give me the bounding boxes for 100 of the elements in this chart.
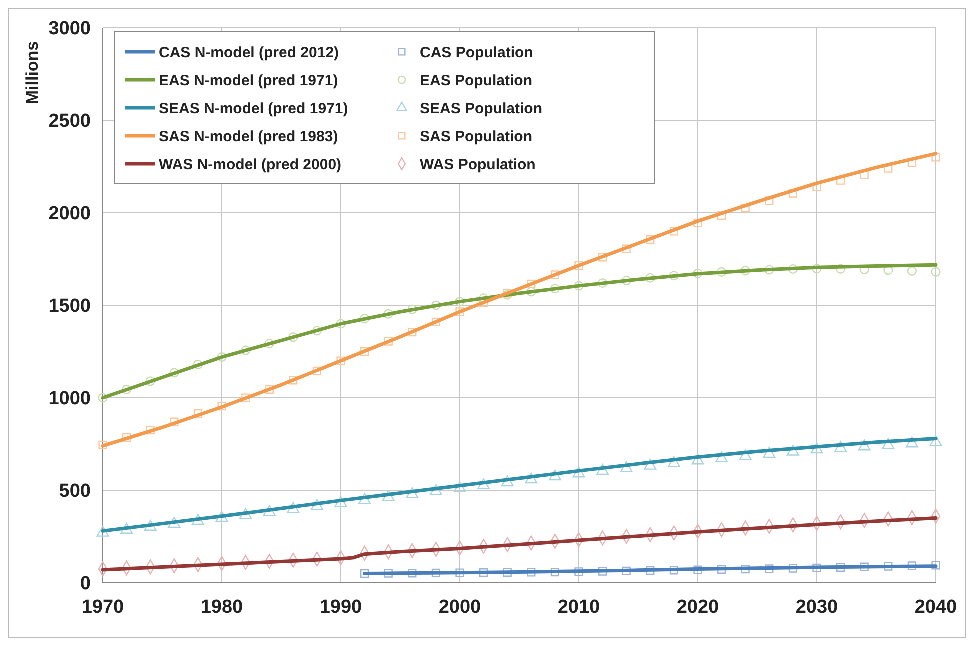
line-series xyxy=(101,263,938,400)
point xyxy=(408,328,417,337)
point xyxy=(146,426,155,435)
point xyxy=(550,568,560,577)
x-tick-label: 2040 xyxy=(914,597,958,618)
point xyxy=(432,568,441,578)
point xyxy=(454,482,466,493)
point xyxy=(336,356,346,366)
point xyxy=(98,393,108,403)
point xyxy=(360,347,370,356)
x-tick-label: 1970 xyxy=(82,597,124,618)
point xyxy=(788,264,798,274)
point xyxy=(455,297,465,307)
point xyxy=(527,568,536,577)
point xyxy=(574,281,584,291)
y-tick-label: 1500 xyxy=(48,296,91,318)
point xyxy=(218,402,226,411)
point xyxy=(360,569,370,578)
legend-label: SAS N-model (pred 1983) xyxy=(159,128,338,146)
point xyxy=(527,280,536,289)
point xyxy=(836,264,846,274)
legend-label: SEAS Population xyxy=(420,100,543,118)
point xyxy=(168,517,181,528)
point xyxy=(170,368,180,378)
point xyxy=(526,287,536,297)
point xyxy=(382,490,395,502)
point xyxy=(288,332,298,342)
point xyxy=(694,566,702,574)
point xyxy=(765,564,774,574)
point xyxy=(930,435,942,446)
point xyxy=(479,568,488,578)
point xyxy=(860,562,869,572)
point xyxy=(810,442,824,454)
point xyxy=(358,493,372,504)
point xyxy=(908,562,917,570)
point xyxy=(596,464,610,476)
y-axis-title: Millions xyxy=(23,41,42,105)
point xyxy=(692,454,704,465)
legend-label: EAS N-model (pred 1971) xyxy=(159,72,338,90)
x-tick-label: 2000 xyxy=(438,597,482,618)
point xyxy=(192,514,204,526)
point xyxy=(858,440,871,451)
legend-label: WAS Population xyxy=(420,156,536,174)
point xyxy=(334,496,348,508)
point xyxy=(572,466,586,478)
point xyxy=(263,505,276,516)
point xyxy=(646,236,655,244)
point xyxy=(432,318,441,326)
point xyxy=(384,569,393,578)
point xyxy=(598,253,608,262)
point xyxy=(289,376,298,385)
point xyxy=(574,568,584,576)
point xyxy=(241,394,250,402)
point xyxy=(384,337,393,346)
point xyxy=(622,244,631,254)
point xyxy=(456,568,464,578)
point xyxy=(241,346,251,356)
y-tick-label: 1000 xyxy=(48,388,91,410)
x-tick-label: 2010 xyxy=(558,597,600,618)
point xyxy=(310,499,324,510)
point xyxy=(360,314,370,324)
point xyxy=(120,522,134,534)
point xyxy=(906,436,918,448)
legend-label: CAS N-model (pred 2012) xyxy=(159,44,340,62)
point xyxy=(834,441,848,452)
point xyxy=(287,502,300,514)
point xyxy=(716,452,728,463)
point xyxy=(668,456,680,468)
point xyxy=(264,339,274,349)
x-tick-label: 2020 xyxy=(676,597,720,618)
point xyxy=(122,433,132,442)
x-tick-label: 2030 xyxy=(796,597,838,618)
point xyxy=(525,472,538,484)
point xyxy=(907,266,917,276)
point xyxy=(763,447,776,458)
point xyxy=(694,218,702,228)
point xyxy=(194,409,203,418)
point xyxy=(717,565,726,574)
point xyxy=(548,470,562,481)
point xyxy=(146,376,156,386)
point xyxy=(550,270,560,280)
legend-label: WAS N-model (pred 2000) xyxy=(159,156,342,174)
point xyxy=(384,309,394,319)
y-tick-label: 0 xyxy=(80,574,91,595)
x-tick-label: 1980 xyxy=(200,597,244,618)
y-tick-label: 2000 xyxy=(48,204,91,225)
point xyxy=(598,567,608,576)
y-tick-label: 2500 xyxy=(48,111,91,132)
point xyxy=(932,561,940,570)
point xyxy=(620,462,633,473)
point xyxy=(788,564,798,573)
point xyxy=(216,511,228,522)
point xyxy=(501,476,514,487)
point xyxy=(670,227,679,236)
point xyxy=(170,418,179,426)
point xyxy=(431,300,441,310)
point xyxy=(96,526,110,537)
y-tick-label: 500 xyxy=(59,481,91,502)
point xyxy=(217,352,227,362)
point xyxy=(336,319,346,329)
